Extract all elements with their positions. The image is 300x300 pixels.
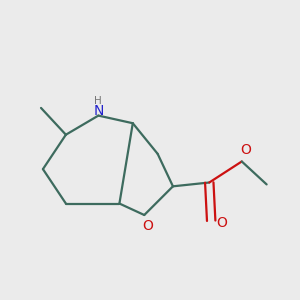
Text: O: O (217, 216, 227, 230)
Text: O: O (240, 143, 251, 157)
Text: O: O (143, 220, 154, 233)
Text: H: H (94, 96, 101, 106)
Text: N: N (94, 104, 104, 118)
